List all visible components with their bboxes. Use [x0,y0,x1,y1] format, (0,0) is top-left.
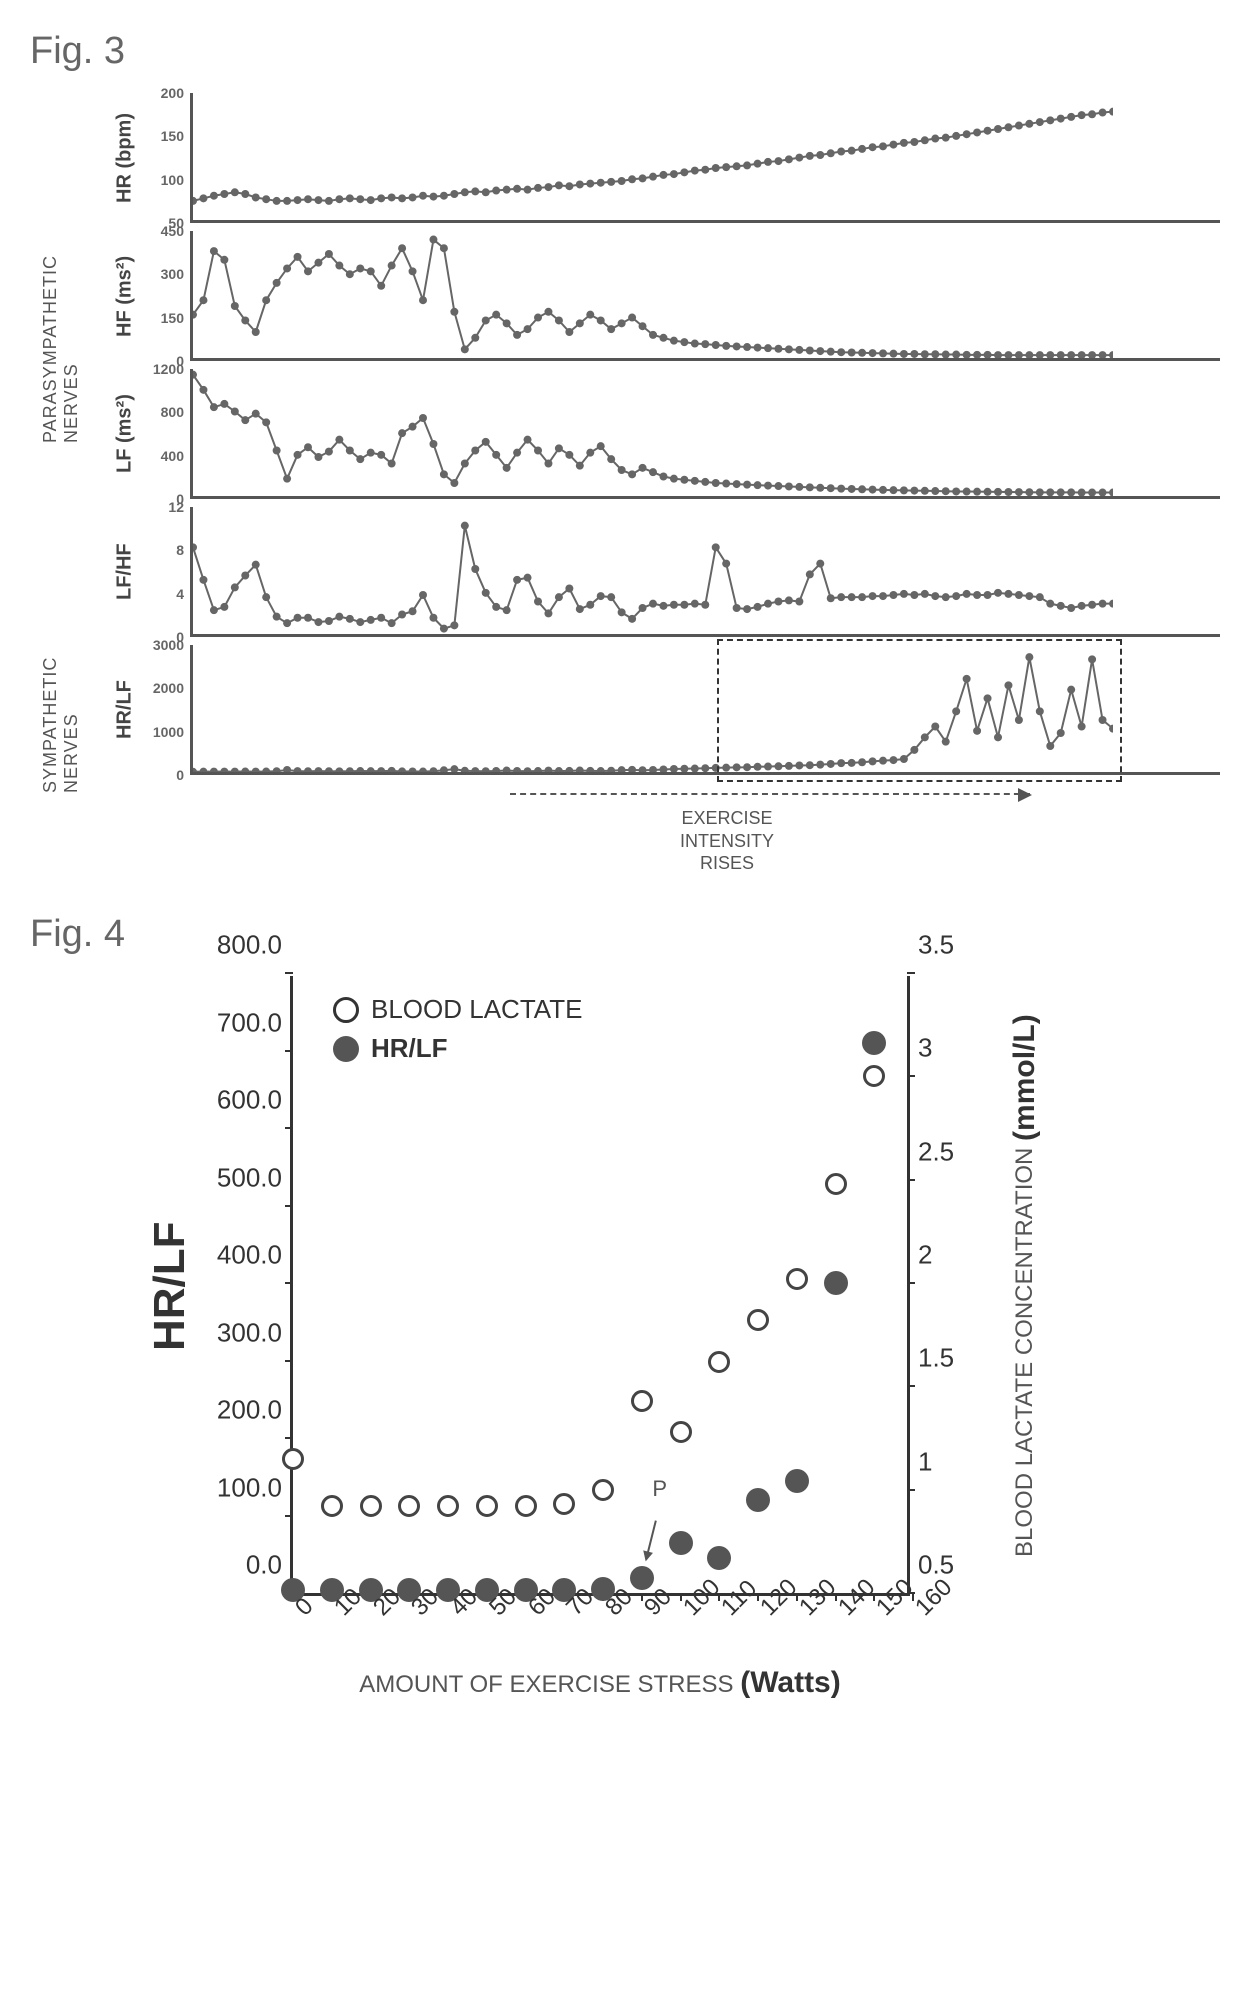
fig4-container: HR/LF 0.0100.0200.0300.0400.0500.0600.07… [140,976,1120,1700]
fig4-x-ticks: 0102030405060708090100110120130140150160 [290,1596,910,1666]
fig3-hrlf-plot [190,645,1220,775]
legend-open-marker-icon [333,997,359,1023]
fig4-legend: BLOOD LACTATE HR/LF [333,994,582,1072]
fig4-lactate-point [515,1495,537,1517]
fig4-hrlf-point [630,1566,654,1590]
fig3-lf-ticks: 04008001200 [140,369,190,499]
fig4-hrlf-point [669,1531,693,1555]
fig4-lactate-point [747,1309,769,1331]
exercise-intensity-label: EXERCISE INTENSITY RISES [680,807,774,875]
fig4-left-ticks: 0.0100.0200.0300.0400.0500.0600.0700.080… [200,976,290,1596]
fig4-lactate-point [786,1268,808,1290]
fig3-hf-ticks: 0150300450 [140,231,190,361]
fig3-panel-hrlf: HR/LF0100020003000 [110,645,1220,775]
fig4-lactate-point [476,1495,498,1517]
fig4-lactate-point [863,1065,885,1087]
fig4-plot-area: BLOOD LACTATE HR/LF P [290,976,910,1596]
fig4-lactate-point [670,1421,692,1443]
fig3-panel-hr: HR (bpm)50100150200 [110,93,1220,223]
fig3-footer: EXERCISE INTENSITY RISES [190,783,1220,873]
fig4-lactate-point [398,1495,420,1517]
fig3-hrlf-ylabel: HR/LF [110,645,140,775]
fig4-hrlf-point [746,1488,770,1512]
fig4-lactate-point [631,1390,653,1412]
legend-blood-lactate: BLOOD LACTATE [333,994,582,1025]
fig3-lfhf-ticks: 04812 [140,507,190,637]
fig3-container: PARASYMPATHETIC NERVES SYMPATHETIC NERVE… [110,93,1220,873]
fig4-hrlf-point [785,1469,809,1493]
fig3-lf-ylabel: LF (ms²) [110,369,140,499]
fig4-left-axis-label: HR/LF [140,976,200,1596]
fig4-lactate-point [708,1351,730,1373]
legend-hrlf: HR/LF [333,1033,582,1064]
fig3-hr-ticks: 50100150200 [140,93,190,223]
fig4-lactate-point [321,1495,343,1517]
fig4-lactate-point [282,1448,304,1470]
fig4-right-axis-label: BLOOD LACTATE CONCENTRATION (mmol/L) [1000,976,1050,1596]
fig4-lactate-point [360,1495,382,1517]
fig3-lf-plot [190,369,1220,499]
fig4-lactate-point [592,1479,614,1501]
fig3-hr-plot [190,93,1220,223]
fig3-hf-plot [190,231,1220,361]
fig3-panel-lf: LF (ms²)04008001200 [110,369,1220,499]
fig4-hrlf-point [862,1031,886,1055]
fig4-lactate-point [825,1173,847,1195]
fig3-panel-hf: HF (ms²)0150300450 [110,231,1220,361]
fig4-x-axis-label: AMOUNT OF EXERCISE STRESS (Watts) [290,1666,910,1700]
fig4-hrlf-point [824,1271,848,1295]
fig3-hf-ylabel: HF (ms²) [110,231,140,361]
fig3-title: Fig. 3 [30,30,1220,73]
fig3-hrlf-ticks: 0100020003000 [140,645,190,775]
fig4-title: Fig. 4 [30,913,1220,956]
fig4-lactate-point [437,1495,459,1517]
legend-filled-marker-icon [333,1036,359,1062]
fig4-hrlf-point [707,1546,731,1570]
legend-open-label: BLOOD LACTATE [371,994,582,1025]
fig3-hr-ylabel: HR (bpm) [110,93,140,223]
fig4-lactate-point [553,1493,575,1515]
fig3-parasympathetic-label: PARASYMPATHETIC NERVES [40,163,82,443]
legend-filled-label: HR/LF [371,1033,448,1064]
fig3-lfhf-plot [190,507,1220,637]
fig4-p-label: P [652,1476,667,1502]
fig3-sympathetic-label: SYMPATHETIC NERVES [40,513,82,793]
fig3-panel-lfhf: LF/HF04812 [110,507,1220,637]
fig4-right-ticks: 0.511.522.533.5 [910,976,1000,1596]
fig4-p-arrow-icon [645,1520,657,1559]
exercise-intensity-arrow [510,793,1030,795]
fig3-lfhf-ylabel: LF/HF [110,507,140,637]
